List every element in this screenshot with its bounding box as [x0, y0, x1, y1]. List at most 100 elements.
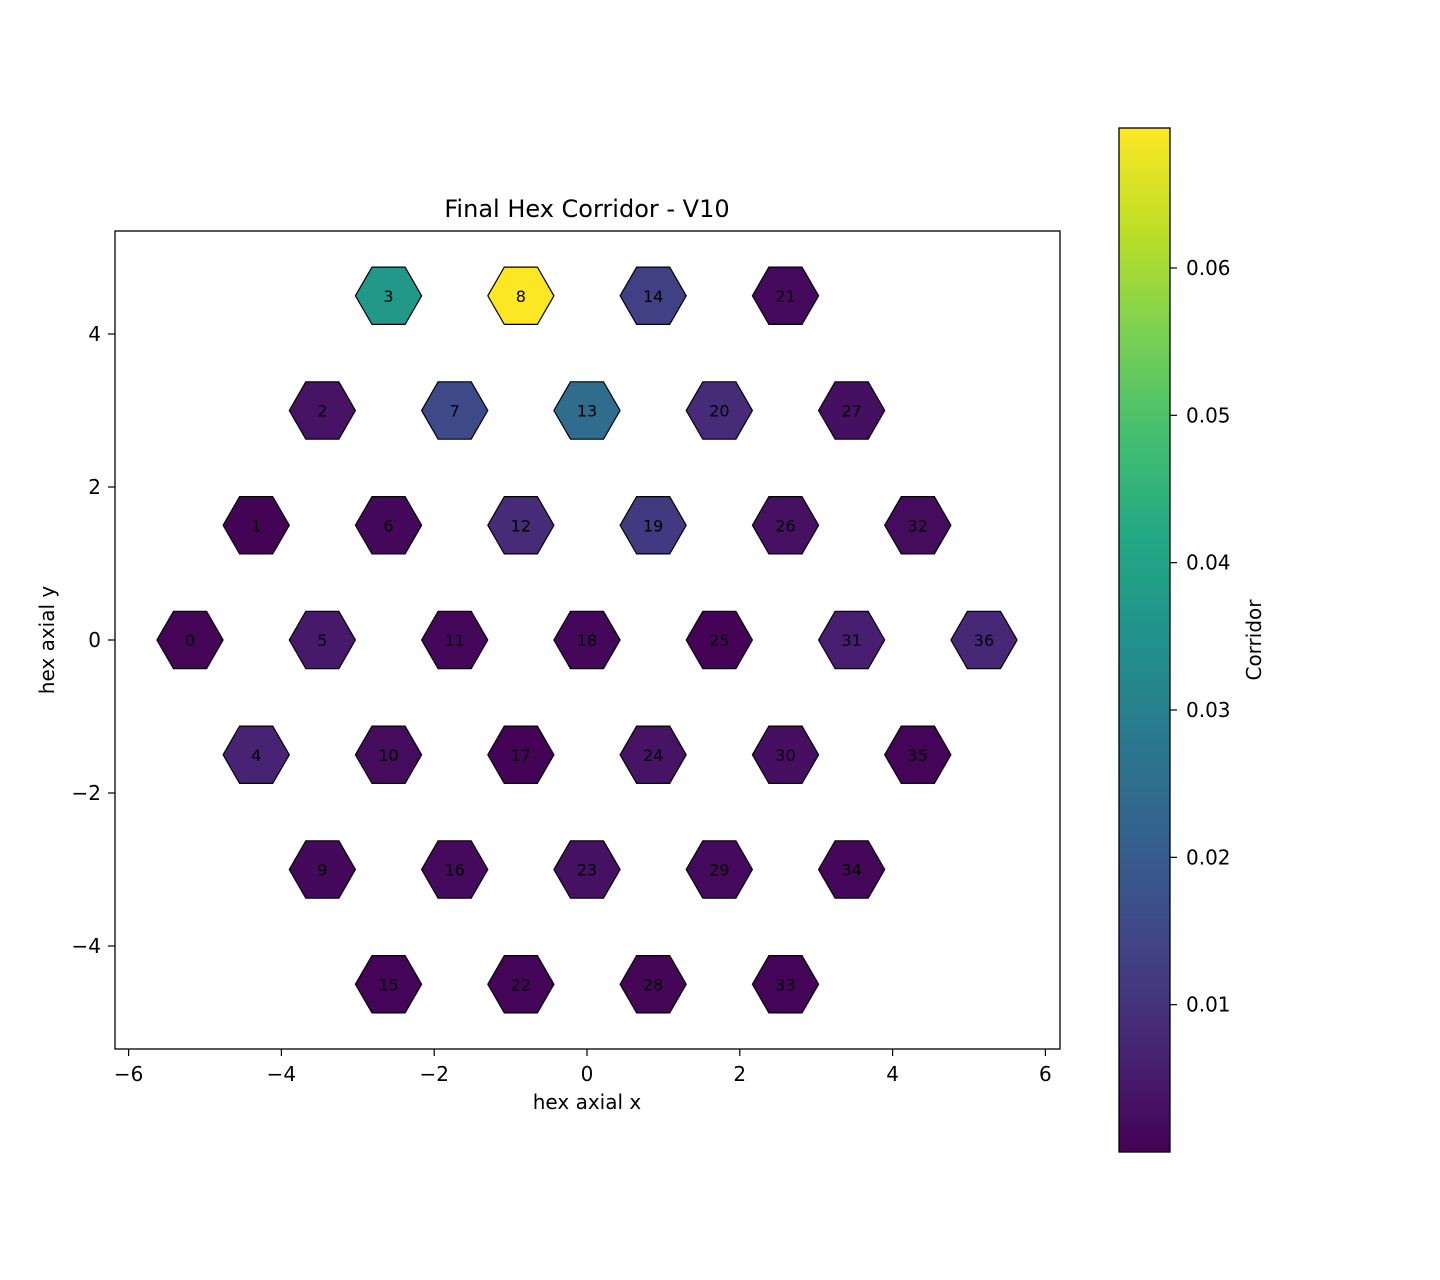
hex-cell-label: 1	[251, 516, 261, 535]
hex-cell-21	[751, 266, 820, 325]
y-tick-label: −4	[72, 934, 101, 958]
hex-cell-label: 2	[317, 402, 327, 421]
hex-cell-label: 22	[511, 975, 531, 994]
hex-cell-label: 12	[511, 516, 531, 535]
hex-cell-label: 5	[317, 631, 327, 650]
hex-cell-label: 36	[974, 631, 994, 650]
hex-cell-label: 29	[709, 861, 729, 880]
colorbar-ticks: 0.01 0.02 0.03 0.04 0.05 0.06	[1170, 256, 1231, 1017]
hex-cell-1	[222, 496, 290, 555]
hex-cells: 0123456789101112131415161718192021222324…	[156, 266, 1018, 1014]
hex-cell-label: 10	[378, 746, 398, 765]
hex-cell-8	[487, 266, 555, 325]
x-tick-label: −6	[114, 1062, 143, 1086]
hex-cell-17	[487, 725, 555, 785]
hex-cell-0	[156, 610, 224, 670]
hex-cell-23	[553, 840, 621, 899]
colorbar-tick-label: 0.01	[1186, 993, 1231, 1017]
colorbar-tick-label: 0.03	[1186, 698, 1231, 722]
hex-cell-label: 24	[643, 746, 663, 765]
x-tick-label: 0	[581, 1062, 594, 1086]
hex-cell-label: 30	[775, 746, 795, 765]
hex-cell-3	[354, 266, 423, 325]
hex-cell-label: 0	[185, 631, 195, 650]
hex-cell-label: 28	[643, 975, 663, 994]
hex-cell-label: 14	[643, 287, 663, 306]
hex-cell-label: 34	[841, 861, 861, 880]
y-tick-label: 0	[88, 628, 101, 652]
x-axis-label: hex axial x	[533, 1090, 642, 1114]
hex-cell-label: 32	[908, 516, 928, 535]
hex-cell-34	[817, 840, 886, 899]
colorbar-label: Corridor	[1242, 599, 1266, 681]
hex-cell-label: 33	[775, 975, 795, 994]
hex-cell-26	[751, 496, 820, 555]
y-tick-label: −2	[72, 781, 101, 805]
colorbar	[1118, 127, 1171, 1153]
hex-cell-25	[685, 610, 754, 670]
hex-cell-label: 15	[378, 975, 398, 994]
hex-cell-label: 8	[516, 287, 526, 306]
hex-cell-label: 13	[577, 402, 597, 421]
hex-cell-20	[685, 381, 754, 440]
hex-cell-33	[751, 954, 820, 1014]
hex-cell-label: 3	[383, 287, 393, 306]
hex-cell-7	[420, 381, 489, 440]
hex-cell-label: 18	[577, 631, 597, 650]
hex-cell-label: 7	[450, 402, 460, 421]
hex-cell-label: 11	[444, 631, 464, 650]
x-tick-label: −4	[267, 1062, 296, 1086]
hex-cell-label: 21	[775, 287, 795, 306]
hex-cell-label: 17	[511, 746, 531, 765]
hex-cell-35	[884, 725, 952, 785]
x-tick-label: 6	[1039, 1062, 1052, 1086]
hex-cell-12	[487, 496, 555, 555]
hex-cell-16	[420, 840, 489, 899]
hex-cell-18	[553, 610, 621, 670]
hex-cell-22	[487, 954, 555, 1014]
hex-cell-9	[288, 840, 357, 899]
hex-cell-label: 9	[317, 861, 327, 880]
hex-cell-label: 20	[709, 402, 729, 421]
hex-cell-label: 31	[841, 631, 861, 650]
hex-cell-label: 35	[908, 746, 928, 765]
hex-cell-4	[222, 725, 290, 785]
x-axis-ticks: −6 −4 −2 0 2 4 6	[114, 1049, 1052, 1086]
hex-cell-6	[354, 496, 423, 555]
colorbar-tick-label: 0.06	[1186, 256, 1231, 280]
hex-cell-label: 6	[383, 516, 393, 535]
hex-cell-24	[619, 725, 687, 785]
hex-cell-label: 4	[251, 746, 261, 765]
x-tick-label: 4	[886, 1062, 899, 1086]
hex-cell-label: 16	[444, 861, 464, 880]
y-tick-label: 4	[88, 322, 101, 346]
hex-cell-label: 23	[577, 861, 597, 880]
colorbar-tick-label: 0.04	[1186, 551, 1231, 575]
hex-cell-10	[354, 725, 423, 785]
hex-cell-27	[817, 381, 886, 440]
hex-cell-19	[619, 496, 687, 555]
hex-cell-5	[288, 610, 357, 670]
hex-cell-label: 19	[643, 516, 663, 535]
hex-cell-14	[619, 266, 687, 325]
hex-cell-label: 26	[775, 516, 795, 535]
hex-cell-13	[553, 381, 621, 440]
y-axis-ticks: −4 −2 0 2 4	[72, 322, 115, 958]
x-tick-label: −2	[419, 1062, 448, 1086]
hex-cell-32	[884, 496, 952, 555]
y-axis-label: hex axial y	[35, 586, 59, 695]
x-tick-label: 2	[733, 1062, 746, 1086]
hex-cell-31	[817, 610, 886, 670]
hex-cell-2	[288, 381, 357, 440]
hex-cell-30	[751, 725, 820, 785]
hex-cell-label: 25	[709, 631, 729, 650]
colorbar-tick-label: 0.05	[1186, 403, 1231, 427]
hex-cell-11	[420, 610, 489, 670]
chart-title: Final Hex Corridor - V10	[444, 195, 729, 223]
hex-cell-15	[354, 954, 423, 1014]
hex-cell-36	[950, 610, 1018, 670]
hex-cell-label: 27	[841, 402, 861, 421]
y-tick-label: 2	[88, 475, 101, 499]
hex-cell-28	[619, 954, 687, 1014]
